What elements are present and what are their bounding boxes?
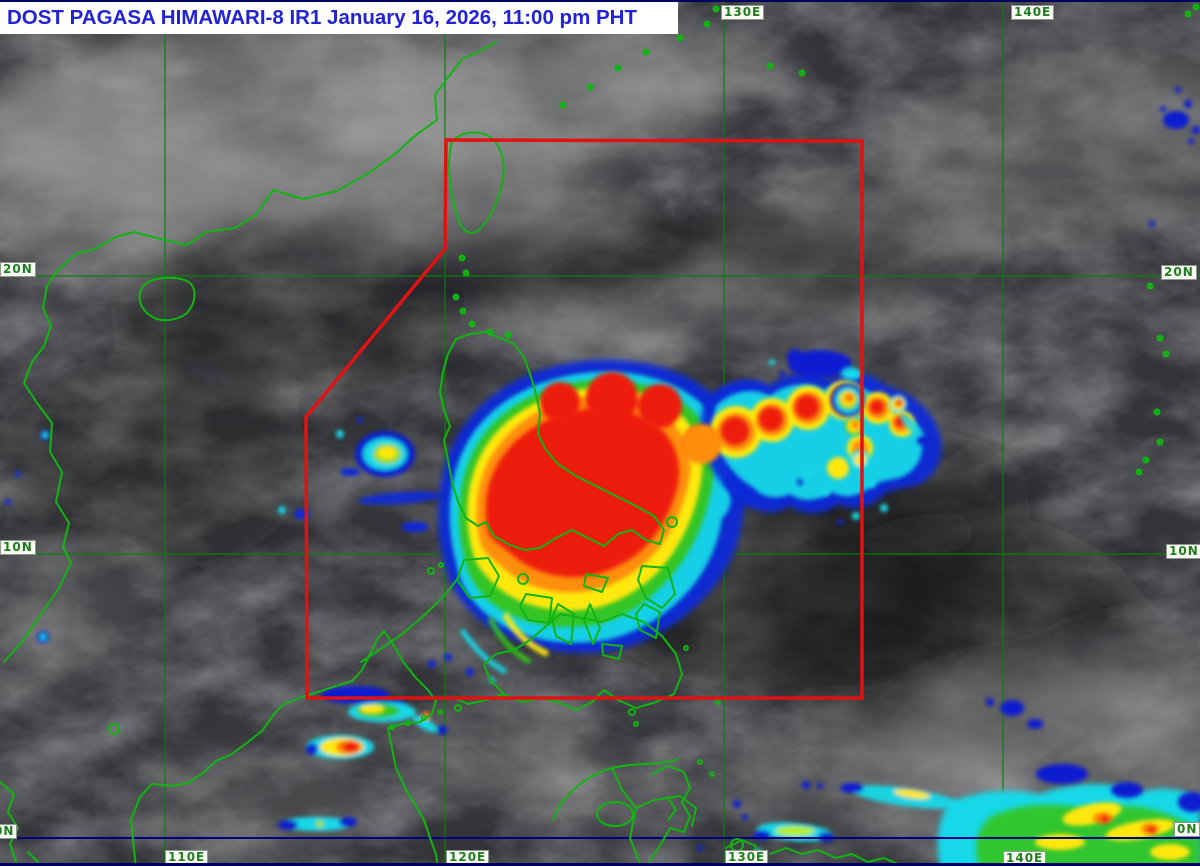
coast-luzon <box>439 331 665 551</box>
coast-hainan <box>138 276 196 322</box>
grid-label-10n-left: 10N <box>0 540 36 555</box>
image-title: DOST PAGASA HIMAWARI-8 IR1 January 16, 2… <box>7 6 638 29</box>
grid-label-0n-right: 0N <box>1174 822 1200 837</box>
grid-label-130e-bottom: 130E <box>725 850 769 863</box>
coast-left-edge <box>0 781 39 863</box>
par-boundary <box>304 138 864 700</box>
island-borneo-inner <box>108 723 120 735</box>
coast-borneo <box>130 630 439 863</box>
grid-label-140e-top: 140E <box>1011 5 1055 20</box>
storm-red-core <box>485 407 680 578</box>
title-banner: DOST PAGASA HIMAWARI-8 IR1 January 16, 2… <box>0 2 678 34</box>
island-marinduque <box>517 573 529 585</box>
grid-label-140e-bottom: 140E <box>1003 851 1047 863</box>
grid-label-110e-bottom: 110E <box>165 850 209 863</box>
grid-label-120e-bottom: 120E <box>446 850 490 863</box>
itcz-rain-mass <box>697 698 1200 863</box>
coast-leyte <box>635 603 661 639</box>
south-fringe <box>428 612 550 683</box>
cloud-layer <box>0 20 1200 857</box>
coast-halmahera <box>647 765 691 863</box>
grid-label-0n-left: 0N <box>0 824 18 839</box>
coast-bohol <box>601 643 623 660</box>
coast-samar <box>637 565 676 609</box>
coast-sulawesi <box>552 758 697 863</box>
grid-label-20n-right: 20N <box>1161 265 1197 280</box>
coast-mindanao <box>483 613 683 711</box>
grid-label-20n-left: 20N <box>0 262 36 277</box>
ryukyu-islands <box>559 5 806 109</box>
coast-negros <box>551 603 575 645</box>
island-catanduanes <box>666 516 678 528</box>
west-streamers <box>5 417 442 643</box>
grid-label-10n-right: 10N <box>1166 544 1200 559</box>
coast-taiwan <box>448 131 505 234</box>
storm-enhancement-layer <box>5 87 1200 863</box>
grid-label-130e-top: 130E <box>721 5 765 20</box>
coast-china-vietnam <box>3 41 497 663</box>
coast-palawan <box>360 577 459 663</box>
coast-masbate <box>583 573 609 593</box>
coast-panay <box>519 593 553 624</box>
micronesia-islands <box>1135 3 1200 476</box>
northeast-specks <box>1149 87 1200 227</box>
